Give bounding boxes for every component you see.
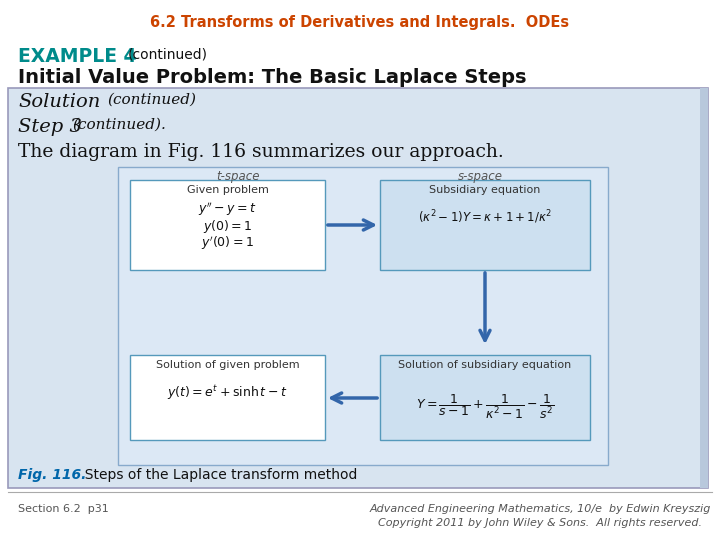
FancyBboxPatch shape — [380, 180, 590, 270]
Text: Advanced Engineering Mathematics, 10/e  by Edwin Kreyszig: Advanced Engineering Mathematics, 10/e b… — [369, 504, 711, 514]
Text: $(\kappa^2 - 1)Y = \kappa + 1 + 1/\kappa^2$: $(\kappa^2 - 1)Y = \kappa + 1 + 1/\kappa… — [418, 208, 552, 226]
Text: Initial Value Problem: The Basic Laplace Steps: Initial Value Problem: The Basic Laplace… — [18, 68, 526, 87]
Text: Steps of the Laplace transform method: Steps of the Laplace transform method — [76, 468, 357, 482]
Text: (continued).: (continued). — [72, 118, 166, 132]
Text: $y(0) = 1$: $y(0) = 1$ — [203, 218, 252, 235]
Text: $y(t) = e^t + \sinh t - t$: $y(t) = e^t + \sinh t - t$ — [167, 383, 288, 402]
FancyBboxPatch shape — [8, 88, 708, 488]
Text: Subsidiary equation: Subsidiary equation — [429, 185, 541, 195]
Text: s-space: s-space — [457, 170, 503, 183]
Text: $y'(0) = 1$: $y'(0) = 1$ — [201, 234, 254, 252]
Text: Step 3: Step 3 — [18, 118, 82, 136]
Text: (continued): (continued) — [128, 47, 208, 61]
Text: The diagram in Fig. 116 summarizes our approach.: The diagram in Fig. 116 summarizes our a… — [18, 143, 504, 161]
Text: t-space: t-space — [216, 170, 260, 183]
Text: EXAMPLE 4: EXAMPLE 4 — [18, 47, 137, 66]
FancyBboxPatch shape — [130, 355, 325, 440]
Text: (continued): (continued) — [107, 93, 196, 107]
Text: Solution of subsidiary equation: Solution of subsidiary equation — [398, 360, 572, 370]
Text: Solution: Solution — [18, 93, 100, 111]
FancyBboxPatch shape — [380, 355, 590, 440]
Text: Section 6.2  p31: Section 6.2 p31 — [18, 504, 109, 514]
Text: Copyright 2011 by John Wiley & Sons.  All rights reserved.: Copyright 2011 by John Wiley & Sons. All… — [378, 518, 702, 528]
FancyBboxPatch shape — [118, 167, 608, 465]
Text: 6.2 Transforms of Derivatives and Integrals.  ODEs: 6.2 Transforms of Derivatives and Integr… — [150, 15, 570, 30]
Text: Solution of given problem: Solution of given problem — [156, 360, 300, 370]
Text: $Y = \dfrac{1}{s-1} + \dfrac{1}{\kappa^2-1} - \dfrac{1}{s^2}$: $Y = \dfrac{1}{s-1} + \dfrac{1}{\kappa^2… — [415, 393, 554, 421]
Text: Given problem: Given problem — [186, 185, 269, 195]
Text: Fig. 116.: Fig. 116. — [18, 468, 86, 482]
Text: $y'' - y = t$: $y'' - y = t$ — [198, 200, 257, 218]
FancyBboxPatch shape — [130, 180, 325, 270]
FancyBboxPatch shape — [700, 88, 708, 488]
